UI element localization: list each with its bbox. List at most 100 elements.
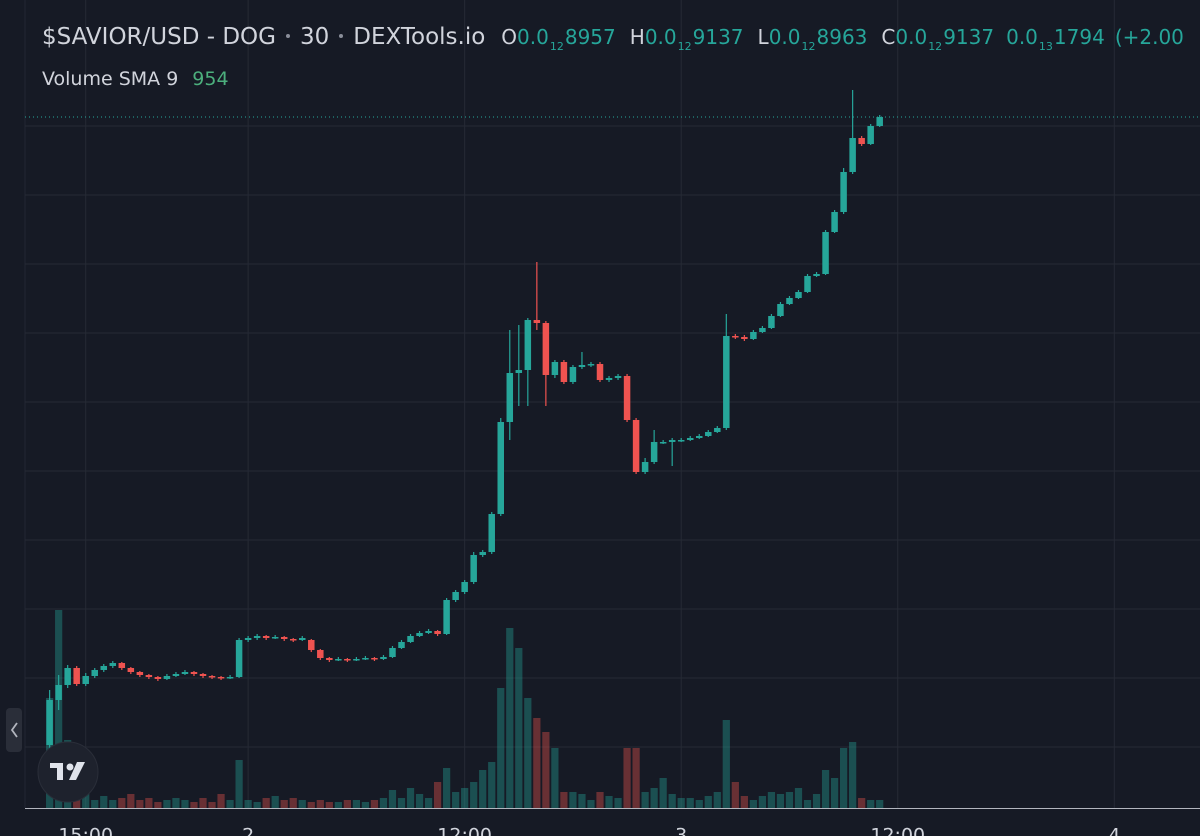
candle-body [262,636,270,638]
candle-body [641,462,649,472]
volume-bar [271,796,279,808]
candle-body [217,677,225,679]
candle-body [46,700,53,745]
volume-bar [307,802,315,808]
volume-bar [812,794,821,808]
volume-bar [758,796,767,808]
ohlc-value: 0.0129137 [645,25,744,53]
volume-legend: Volume SMA 9 954 [42,68,229,90]
candle-body [732,336,739,338]
ohlc-zeros: 12 [677,40,692,53]
volume-bar [767,792,776,808]
candle-body [605,378,613,380]
volume-bar [569,792,577,808]
volume-bar [379,798,388,808]
candle-body [163,676,171,679]
candle-body [813,274,820,276]
volume-bar [506,628,514,808]
candle-body [109,663,117,666]
volume-bar [388,790,397,808]
candle-body [786,298,793,304]
candle-body [344,659,351,661]
candle-body [443,600,450,634]
volume-bar [821,770,830,808]
ohlc-digits: 9137 [692,25,744,49]
ohlc-label: H [629,25,645,49]
volume-bar [289,798,297,808]
candle-body [596,364,604,380]
volume-bar [686,798,694,808]
change-percent: (+2.00 [1114,25,1184,49]
candle-body [677,440,685,442]
candle-body [380,657,387,659]
candle-body [497,422,504,514]
candle-body [55,685,62,700]
candle-body [154,677,162,679]
candle-body [795,292,802,298]
ohlc-value: 0.0129137 [895,25,994,53]
candle-body [696,436,703,438]
candle-body [434,631,441,634]
volume-bar [524,698,532,808]
candle-body [686,438,694,440]
volume-bar [515,648,523,808]
candle-body [705,432,712,436]
volume-bar [136,800,144,808]
volume-bar [722,720,730,808]
candle-body [271,637,279,639]
candle-body [587,364,595,366]
volume-bar [325,802,333,808]
volume-bar [433,782,442,808]
ohlc-zeros: 12 [549,40,564,53]
ohlc-lead: 0.0 [517,25,549,49]
volume-bar [298,800,306,808]
candle-body [741,337,748,339]
volume-bar [542,732,550,808]
volume-bar [479,770,487,808]
candle-body [362,658,369,660]
candle-body [280,637,288,639]
candle-body [750,332,757,339]
candle-body [91,670,98,676]
volume-bar [677,798,685,808]
candle-body [326,658,333,660]
volume-bar [262,798,270,808]
candle-body [172,674,180,676]
tradingview-logo[interactable] [37,741,99,803]
ohlc-digits: 8963 [816,25,868,49]
candle-body [73,668,80,684]
separator [285,34,290,38]
ohlc-label: C [881,25,896,49]
source: DEXTools.io [353,24,486,50]
ohlc-digits: 9137 [943,25,995,49]
candle-body [668,440,676,442]
volume-bar [352,800,360,808]
volume-bar [794,788,803,808]
ohlc-zeros: 12 [801,40,816,53]
volume-bar [605,796,613,808]
volume-bar [776,794,785,808]
ohlc-label: L [757,25,769,49]
collapse-button[interactable] [6,708,22,752]
volume-bar [316,800,324,808]
candle-body [425,631,432,633]
volume-bar [840,748,848,808]
candle-body [840,172,847,212]
volume-bar [253,802,261,808]
volume-bar [190,802,198,808]
candle-body [398,642,405,648]
candle-body [145,675,153,677]
candle-body [190,672,198,674]
candle-body [533,320,541,323]
volume-bar [803,800,812,808]
volume-bar [145,798,153,808]
candle-body [317,650,324,658]
ohlc-digits: 8957 [564,25,616,49]
volume-bar [397,798,406,808]
volume-bar [244,800,252,808]
ohlc-lead: 0.0 [895,25,928,49]
candle-body [208,676,216,678]
candle-body [335,659,342,661]
